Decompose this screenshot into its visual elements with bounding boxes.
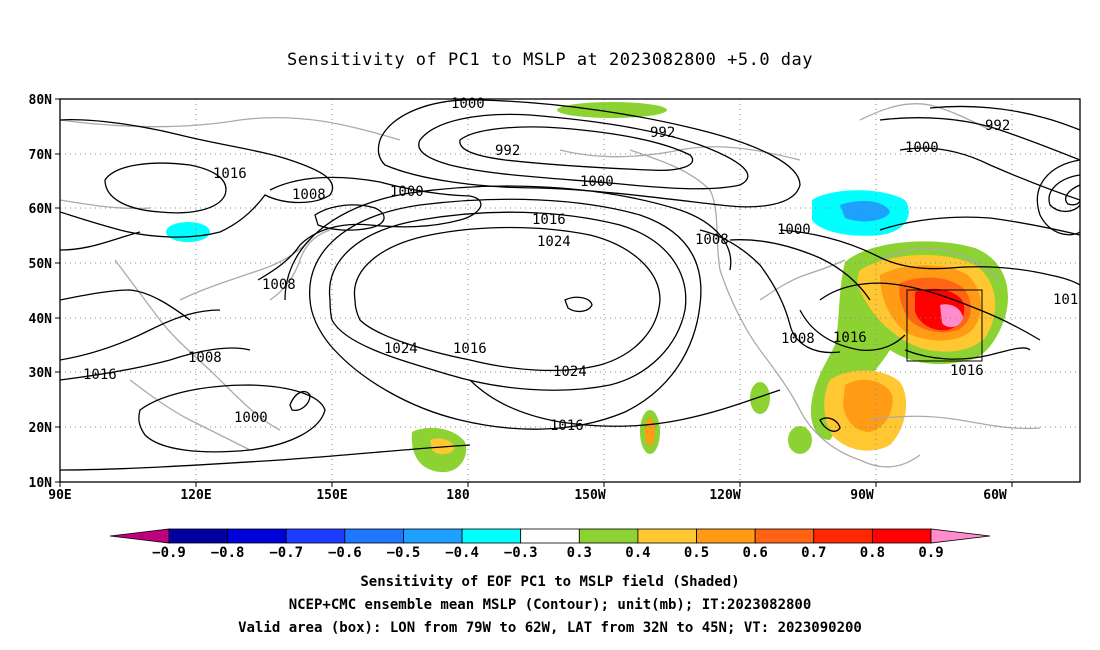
colorbar-cell (696, 528, 756, 544)
grid-lines (60, 99, 1080, 482)
mslp-contours (60, 99, 1080, 471)
colorbar-label: 0.7 (801, 545, 826, 561)
colorbar-right-tip (930, 528, 991, 544)
contour-label: 1000 (580, 174, 614, 190)
contour-label: 1016 (83, 367, 117, 383)
colorbar-cell (520, 528, 580, 544)
colorbar-label: −0.6 (328, 545, 362, 561)
contour-label: 1000 (451, 96, 485, 112)
colorbar-cell (168, 528, 229, 544)
colorbar-label: −0.7 (269, 545, 303, 561)
page-title: Sensitivity of PC1 to MSLP at 2023082800… (286, 50, 813, 70)
contour-label: 992 (985, 118, 1010, 134)
lon-label: 90W (850, 488, 874, 503)
latitude-labels: 80N 70N 60N 50N 40N 30N 20N 10N (29, 93, 53, 491)
contour-label: 1000 (905, 140, 939, 156)
colorbar-cell (754, 528, 815, 544)
shade-region-blue-canada (840, 200, 890, 222)
colorbar-cell (461, 528, 522, 544)
contour-label: 1008 (781, 331, 815, 347)
colorbar-label: 0.4 (625, 545, 650, 561)
contour-label: 1016 (213, 166, 247, 182)
lat-label: 80N (29, 93, 53, 108)
colorbar-cell (344, 528, 404, 544)
lat-label: 20N (29, 421, 53, 436)
colorbar-label: 0.3 (567, 545, 592, 561)
lon-label: 120E (180, 488, 211, 503)
colorbar-label: 0.8 (860, 545, 885, 561)
lon-label: 180 (446, 488, 470, 503)
colorbar-cell (871, 528, 932, 544)
colorbar-label: 0.5 (684, 545, 709, 561)
colorbar-label: 0.9 (918, 545, 943, 561)
contour-label: 1008 (188, 350, 222, 366)
contour-label: 992 (650, 125, 675, 141)
contour-label: 1016 (550, 418, 584, 434)
contour-label: 1016 (453, 341, 487, 357)
lat-label: 60N (29, 202, 53, 217)
contour-label: 992 (495, 143, 520, 159)
colorbar-cell (813, 528, 873, 544)
longitude-labels: 90E 120E 150E 180 150W 120W 90W 60W (48, 488, 1007, 503)
contour-label: 1016 (950, 363, 984, 379)
shade-region-atlantic-pink (940, 304, 963, 328)
lat-label: 10N (29, 476, 53, 491)
colorbar-cell (285, 528, 346, 544)
colorbar-labels: −0.9 −0.8 −0.7 −0.6 −0.5 −0.4 −0.3 0.3 0.4 0.5 0.6… (152, 545, 944, 561)
caption-valid-area: Valid area (box): LON from 79W to 62W, L… (238, 620, 862, 636)
colorbar-cell (578, 528, 639, 544)
shade-region-cyan-west (166, 222, 210, 242)
lat-label: 50N (29, 257, 53, 272)
shade-region-arctic (557, 102, 667, 118)
contour-label: 1000 (777, 222, 811, 238)
caption-contours: NCEP+CMC ensemble mean MSLP (Contour); u… (288, 597, 812, 613)
colorbar-label: −0.4 (445, 545, 479, 561)
lon-label: 120W (709, 488, 740, 503)
colorbar-cell (637, 528, 697, 544)
colorbar-label: −0.3 (504, 545, 538, 561)
contour-label: 1024 (553, 364, 587, 380)
contour-label: 1008 (292, 187, 326, 203)
contour-label: 1016 (833, 330, 867, 346)
lon-label: 150W (574, 488, 605, 503)
colorbar: −0.9 −0.8 −0.7 −0.6 −0.5 −0.4 −0.3 0.3 0.4 0.5 0.6… (109, 528, 991, 561)
contour-label: 1000 (234, 410, 268, 426)
lat-label: 30N (29, 366, 53, 381)
colorbar-label: −0.8 (211, 545, 245, 561)
contour-label: 1008 (262, 277, 296, 293)
contour-label: 1024 (384, 341, 418, 357)
colorbar-cell (227, 528, 287, 544)
colorbar-cells (168, 528, 932, 544)
colorbar-left-tip (109, 528, 170, 544)
valid-area-box (906, 289, 983, 362)
shade-region-orange-hawaii-east (645, 418, 655, 446)
lon-label: 60W (983, 488, 1007, 503)
lon-label: 150E (316, 488, 347, 503)
shade-region-mexico (788, 426, 812, 454)
axis-ticks (55, 98, 1013, 487)
lat-label: 40N (29, 312, 53, 327)
contour-label: 1024 (537, 234, 571, 250)
map-frame (59, 98, 1081, 483)
lon-label: 90E (48, 488, 71, 503)
contour-label: 1000 (390, 184, 424, 200)
colorbar-label: 0.6 (743, 545, 768, 561)
caption-shading: Sensitivity of EOF PC1 to MSLP field (Sh… (360, 574, 740, 590)
sensitivity-shading (166, 102, 1008, 473)
lat-label: 70N (29, 148, 53, 163)
contour-label: 1016 (532, 212, 566, 228)
contour-label: 101 (1053, 292, 1078, 308)
contour-label: 1008 (695, 232, 729, 248)
shade-region-baja (750, 382, 770, 414)
colorbar-label: −0.5 (387, 545, 421, 561)
colorbar-cell (403, 528, 463, 544)
colorbar-label: −0.9 (152, 545, 186, 561)
contour-label-group: 1000 992 992 1000 1016 1008 1000 1008 99… (83, 96, 1078, 434)
